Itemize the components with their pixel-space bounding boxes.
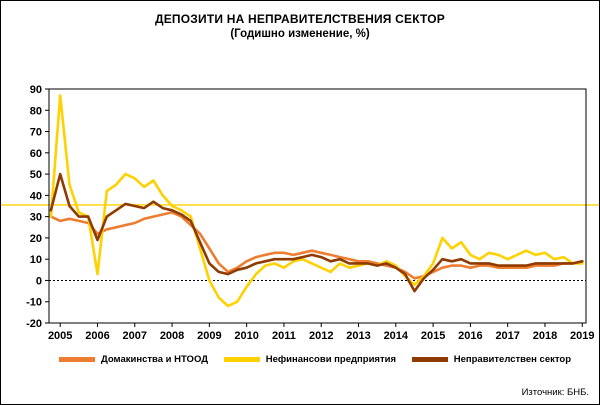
svg-text:2005: 2005: [48, 330, 72, 342]
svg-text:2006: 2006: [85, 330, 109, 342]
legend-item-nongovernmental: Неправителствен сектор: [411, 354, 571, 365]
svg-text:2009: 2009: [197, 330, 221, 342]
svg-text:2017: 2017: [495, 330, 519, 342]
svg-text:80: 80: [30, 105, 42, 117]
svg-text:0: 0: [36, 275, 42, 287]
svg-text:60: 60: [30, 148, 42, 160]
legend-label-nonfinancial: Нефинансови предприятия: [265, 354, 396, 365]
source-note: Източник: БНБ.: [521, 387, 589, 398]
svg-text:2008: 2008: [160, 330, 184, 342]
svg-text:-20: -20: [26, 318, 42, 330]
svg-text:2018: 2018: [533, 330, 557, 342]
svg-text:10: 10: [30, 254, 42, 266]
legend-label-nongovernmental: Неправителствен сектор: [453, 354, 571, 365]
svg-text:2013: 2013: [346, 330, 370, 342]
svg-text:-10: -10: [26, 297, 42, 309]
chart-legend: Домакинства и НТООД Нефинансови предприя…: [59, 354, 571, 365]
svg-text:2012: 2012: [309, 330, 333, 342]
legend-label-households: Домакинства и НТООД: [101, 354, 208, 365]
svg-text:2019: 2019: [570, 330, 594, 342]
svg-text:2016: 2016: [458, 330, 482, 342]
svg-text:90: 90: [30, 84, 42, 96]
chart-subtitle: (Годишно изменение, %): [230, 28, 370, 40]
legend-swatch-households: [59, 357, 95, 362]
svg-text:2015: 2015: [421, 330, 445, 342]
svg-text:40: 40: [30, 190, 42, 202]
svg-text:20: 20: [30, 233, 42, 245]
svg-text:2007: 2007: [123, 330, 147, 342]
svg-text:50: 50: [30, 169, 42, 181]
legend-item-households: Домакинства и НТООД: [59, 354, 208, 365]
svg-text:2010: 2010: [234, 330, 258, 342]
chart-title: ДЕПОЗИТИ НА НЕПРАВИТЕЛСТВЕНИЯ СЕКТОР: [154, 12, 446, 26]
legend-swatch-nonfinancial: [223, 357, 260, 362]
legend-item-nonfinancial: Нефинансови предприятия: [223, 354, 396, 365]
svg-text:70: 70: [30, 127, 42, 139]
legend-swatch-nongovernmental: [411, 357, 448, 362]
svg-text:30: 30: [30, 212, 42, 224]
svg-text:2014: 2014: [384, 330, 409, 342]
svg-text:2011: 2011: [272, 330, 296, 342]
